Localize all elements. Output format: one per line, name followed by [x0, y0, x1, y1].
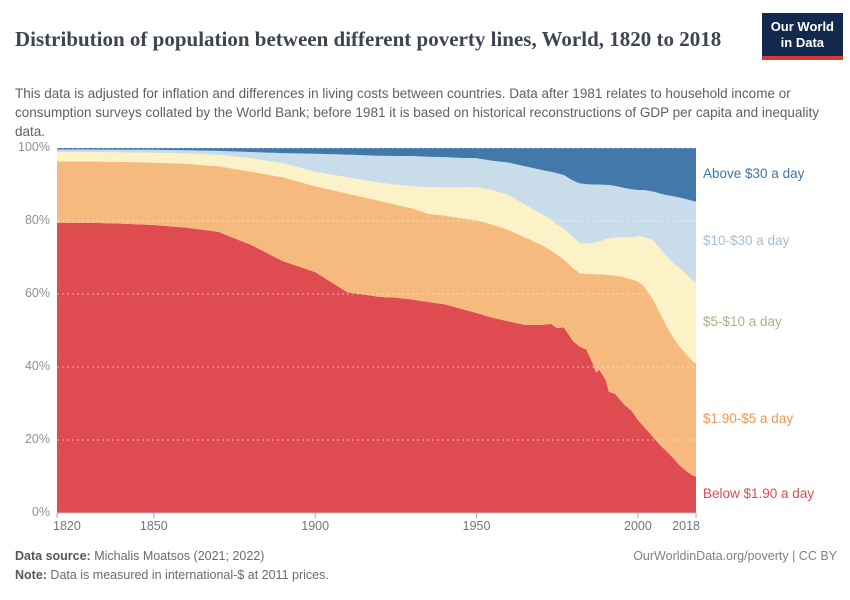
legend-label-above-30-a-day[interactable]: Above $30 a day: [703, 165, 805, 181]
chart-subtitle: This data is adjusted for inflation and …: [15, 85, 819, 139]
x-axis-label-1850: 1850: [139, 519, 168, 533]
y-axis-label-20%: 20%: [24, 432, 50, 446]
x-axis-label-1900: 1900: [301, 519, 330, 533]
x-axis-label-1950: 1950: [462, 519, 491, 533]
area-band-above-30-a-day[interactable]: [57, 148, 696, 202]
area-band-10-30-a-day[interactable]: [57, 149, 696, 283]
data-source-label: Data source:: [15, 549, 91, 563]
y-axis-label-40%: 40%: [24, 359, 50, 373]
data-source-line: Data source: Michalis Moatsos (2021; 202…: [15, 549, 264, 563]
note-text: Data is measured in international-$ at 2…: [46, 568, 329, 582]
note-line: Note: Data is measured in international-…: [15, 568, 329, 582]
owid-credit-link[interactable]: OurWorldinData.org/poverty | CC BY: [633, 549, 837, 563]
legend-label-5-10-a-day[interactable]: $5-$10 a day: [703, 313, 782, 329]
x-axis-label-1820: 1820: [53, 519, 81, 533]
x-axis-label-2000: 2000: [624, 519, 652, 533]
area-band-5-10-a-day[interactable]: [57, 152, 696, 364]
owid-logo-line1: Our World: [770, 19, 834, 34]
legend-label-1-90-5-a-day[interactable]: $1.90-$5 a day: [703, 410, 794, 426]
owid-logo-line2: in Data: [780, 34, 825, 50]
data-source-text: Michalis Moatsos (2021; 2022): [90, 549, 265, 563]
area-band-below-1-90-a-day[interactable]: [57, 222, 696, 514]
x-axis-label-2018: 2018: [672, 519, 700, 533]
area-band-1-90-5-a-day[interactable]: [57, 161, 696, 477]
y-axis-label-60%: 60%: [24, 286, 50, 300]
legend-label-below-1-90-a-day[interactable]: Below $1.90 a day: [703, 485, 815, 501]
note-label: Note:: [15, 568, 47, 582]
y-axis-label-80%: 80%: [24, 213, 50, 227]
y-axis-label-0%: 0%: [31, 505, 50, 519]
y-axis-label-100%: 100%: [18, 140, 50, 154]
owid-logo[interactable]: Our World in Data: [761, 13, 843, 60]
page-title: Distribution of population between diffe…: [15, 27, 722, 52]
legend-label-10-30-a-day[interactable]: $10-$30 a day: [703, 232, 790, 248]
